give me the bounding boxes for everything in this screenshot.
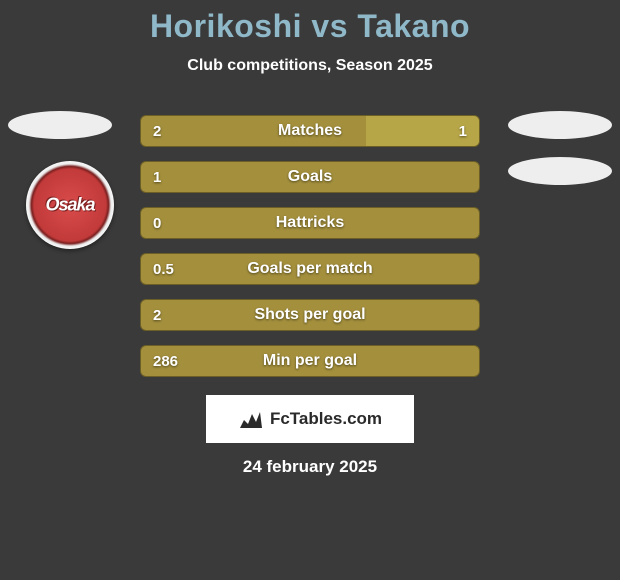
stat-bar: 1 Goals <box>140 161 480 193</box>
brand-text: FcTables.com <box>270 409 382 429</box>
player-right-avatar <box>508 157 612 185</box>
brand-logo-icon <box>238 408 264 430</box>
stat-row-matches: 2 Matches 1 <box>0 115 620 147</box>
stat-label: Goals <box>141 162 479 192</box>
stat-row-shots-per-goal: 2 Shots per goal <box>0 299 620 331</box>
stat-label: Matches <box>141 116 479 146</box>
date-label: 24 february 2025 <box>0 457 620 477</box>
player-right-avatar <box>508 111 612 139</box>
avatar-placeholder-icon <box>508 157 612 185</box>
stat-bar: 2 Shots per goal <box>140 299 480 331</box>
stat-value-right: 1 <box>459 116 467 146</box>
stat-bar: 286 Min per goal <box>140 345 480 377</box>
stat-row-hattricks: 0 Hattricks <box>0 207 620 239</box>
stat-label: Min per goal <box>141 346 479 376</box>
brand-watermark: FcTables.com <box>206 395 414 443</box>
stat-label: Hattricks <box>141 208 479 238</box>
stat-label: Goals per match <box>141 254 479 284</box>
stat-bar: 2 Matches 1 <box>140 115 480 147</box>
stat-row-goals: Osaka 1 Goals <box>0 161 620 193</box>
stat-label: Shots per goal <box>141 300 479 330</box>
stat-row-goals-per-match: 0.5 Goals per match <box>0 253 620 285</box>
comparison-card: Horikoshi vs Takano Club competitions, S… <box>0 0 620 477</box>
stat-bar: 0 Hattricks <box>140 207 480 239</box>
page-title: Horikoshi vs Takano <box>0 8 620 45</box>
stat-bar: 0.5 Goals per match <box>140 253 480 285</box>
stat-row-min-per-goal: 286 Min per goal <box>0 345 620 377</box>
player-left-avatar <box>8 111 112 139</box>
avatar-placeholder-icon <box>508 111 612 139</box>
page-subtitle: Club competitions, Season 2025 <box>0 57 620 75</box>
avatar-placeholder-icon <box>8 111 112 139</box>
